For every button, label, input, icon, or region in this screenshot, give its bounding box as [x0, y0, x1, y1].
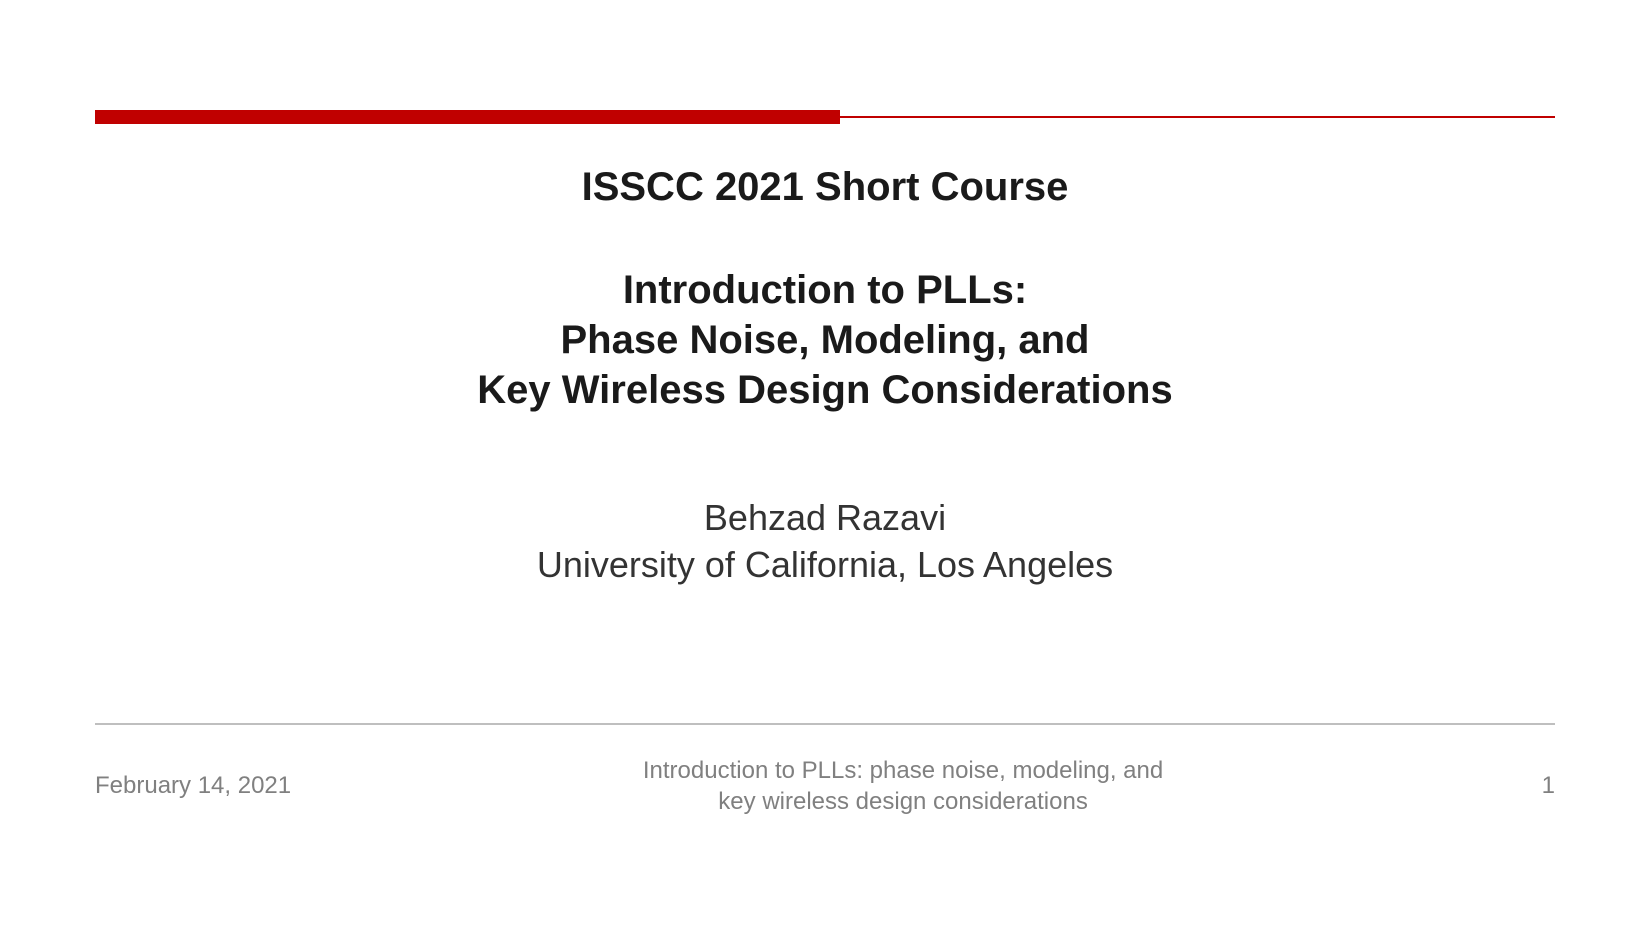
author-name: Behzad Razavi: [95, 495, 1555, 542]
header-rule-thin: [840, 116, 1555, 118]
title-line-2: Phase Noise, Modeling, and: [95, 315, 1555, 365]
slide-footer: February 14, 2021 Introduction to PLLs: …: [95, 723, 1555, 817]
header-rule: [95, 110, 1555, 124]
author-block: Behzad Razavi University of California, …: [95, 495, 1555, 589]
title-block: Introduction to PLLs: Phase Noise, Model…: [95, 265, 1555, 415]
author-affiliation: University of California, Los Angeles: [95, 542, 1555, 589]
footer-title-line-2: key wireless design considerations: [291, 786, 1515, 817]
slide-content: ISSCC 2021 Short Course Introduction to …: [95, 165, 1555, 589]
header-rule-thick: [95, 110, 840, 124]
footer-title: Introduction to PLLs: phase noise, model…: [291, 755, 1515, 817]
title-line-1: Introduction to PLLs:: [95, 265, 1555, 315]
slide-container: ISSCC 2021 Short Course Introduction to …: [0, 0, 1650, 927]
footer-page-number: 1: [1515, 772, 1555, 800]
course-heading: ISSCC 2021 Short Course: [95, 165, 1555, 210]
title-line-3: Key Wireless Design Considerations: [95, 365, 1555, 415]
footer-date: February 14, 2021: [95, 772, 291, 800]
footer-title-line-1: Introduction to PLLs: phase noise, model…: [291, 755, 1515, 786]
